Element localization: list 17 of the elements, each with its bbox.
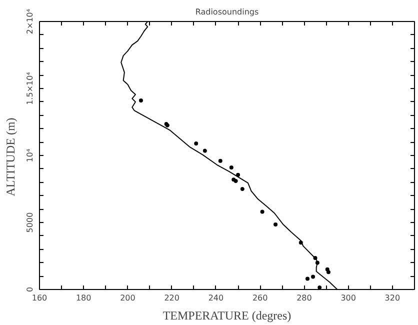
x-tick-label: 200 [120, 294, 136, 302]
y-tick-label: 10⁴ [26, 148, 34, 162]
x-tick-label: 180 [76, 294, 92, 302]
x-tick-label: 240 [208, 294, 224, 302]
x-tick-label: 320 [384, 294, 400, 302]
y-axis-title: ALTITUDE (m) [4, 118, 18, 196]
x-tick-label: 220 [164, 294, 180, 302]
x-tick-label: 280 [296, 294, 312, 302]
y-tick-label: 1.5×10⁴ [26, 72, 34, 105]
x-tick-label: 160 [32, 294, 48, 302]
y-tick-label: 2×10⁴ [26, 8, 34, 34]
x-tick-label: 260 [252, 294, 268, 302]
chart-title: Radiosoundings [195, 8, 259, 16]
x-axis-title: TEMPERATURE (degres) [162, 308, 292, 322]
x-tick-label: 300 [340, 294, 356, 302]
y-tick-label: 5000 [26, 212, 34, 233]
y-tick-label: 0 [26, 286, 34, 292]
